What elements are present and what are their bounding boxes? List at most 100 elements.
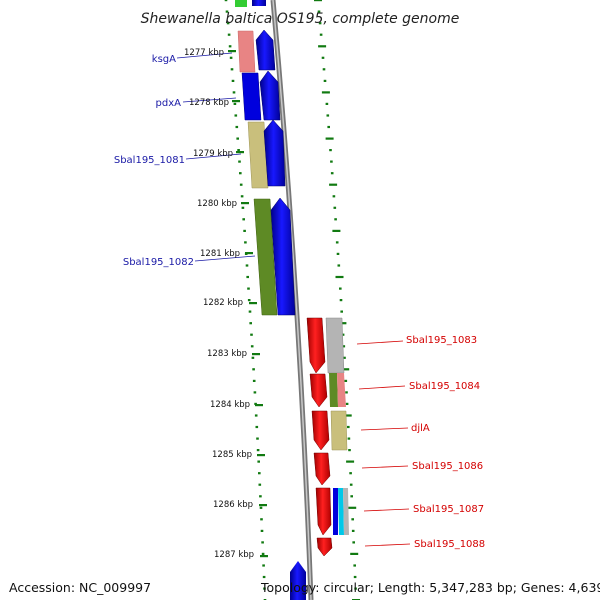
outer-ring-dot: [317, 10, 321, 13]
inner-ruler-dot: [257, 460, 260, 463]
outer-ring-dot: [345, 402, 349, 405]
outer-ring-dot: [343, 414, 352, 417]
gene-arrow-1081: [263, 119, 286, 187]
inner-ruler-dot: [249, 322, 252, 325]
outer-ring-dot: [354, 587, 357, 590]
cog-block-1087-blue: [333, 488, 338, 535]
outer-ring-dot: [318, 45, 327, 48]
outer-ring-dot: [319, 33, 323, 36]
leader-1082: [194, 255, 256, 262]
label-leaders: [176, 52, 411, 547]
cog-block-pdxA: [241, 72, 262, 121]
outer-ring-dot: [330, 160, 333, 163]
outer-ring-dot: [332, 229, 341, 232]
inner-ruler-dot: [239, 183, 243, 186]
inner-ruler-dot: [262, 575, 266, 579]
leader-djlA: [360, 427, 409, 431]
outer-ring-dot: [348, 449, 351, 452]
outer-ring-dot: [347, 425, 350, 429]
inner-ruler-dot: [228, 45, 232, 48]
outer-ring-dot: [347, 437, 351, 440]
outer-ring-dot: [341, 368, 350, 371]
inner-ruler-dot: [247, 287, 250, 290]
outer-ring-dot: [349, 472, 352, 475]
inner-ruler-dot: [238, 160, 241, 163]
ruler-major-tick: [228, 50, 236, 53]
outer-ring-dot: [349, 483, 353, 486]
outer-ring-dot: [334, 218, 337, 221]
outer-ring-dot: [351, 529, 355, 532]
outer-ring-dot: [321, 91, 330, 94]
gene-arrow-top: [252, 0, 266, 6]
cog-blocks-reverse: [325, 317, 349, 535]
inner-ruler-dot: [229, 56, 233, 59]
outer-ring-dot: [345, 391, 348, 394]
inner-ruler-dot: [254, 402, 257, 405]
tick-1278: 1278 kbp: [189, 98, 229, 108]
gene-label-1088[interactable]: Sbal195_1088: [414, 539, 485, 550]
inner-ruler-dot: [235, 125, 239, 129]
ruler-major-tick: [257, 454, 265, 457]
outer-ring-dot: [352, 541, 355, 544]
gene-arrow-pdxA: [259, 70, 281, 121]
inner-ruler-dot: [250, 345, 254, 348]
gene-label-ksgA[interactable]: ksgA: [152, 54, 176, 65]
outer-ring-dot: [348, 506, 357, 509]
gene-label-1086[interactable]: Sbal195_1086: [412, 461, 483, 472]
ruler-major-tick: [245, 252, 253, 255]
cog-block-1081: [247, 121, 269, 189]
outer-ring-dot: [329, 183, 338, 186]
inner-dotted-ruler: [224, 0, 268, 600]
gene-label-1081[interactable]: Sbal195_1081: [114, 155, 185, 166]
ruler-major-tick: [249, 302, 257, 305]
inner-ruler-dot: [248, 310, 252, 313]
outer-ring-dot: [330, 172, 334, 175]
cog-block-green: [235, 0, 247, 7]
outer-ring-dot: [342, 345, 346, 348]
outer-ring-dot: [339, 299, 343, 302]
outer-ring-dot: [332, 195, 336, 198]
reverse-genes: [306, 317, 333, 557]
gene-label-pdxA[interactable]: pdxA: [156, 98, 182, 109]
cog-block-1083: [325, 317, 345, 374]
outer-ring-dot: [335, 241, 339, 244]
ruler-major-tick: [259, 504, 267, 507]
outer-ring-dot: [351, 518, 354, 521]
map-title: Shewanella baltica OS195, complete genom…: [141, 11, 460, 27]
inner-ruler-dot: [256, 449, 260, 452]
gene-arrow-ksgA: [255, 29, 276, 71]
inner-ruler-dot: [241, 206, 245, 209]
inner-ruler-dot: [262, 564, 265, 567]
outer-ring-dot: [322, 68, 326, 71]
inner-ruler-dot: [254, 414, 258, 417]
gene-arrow-1088: [316, 537, 333, 557]
inner-ruler-dot: [244, 241, 247, 244]
gene-arrow-1084: [309, 373, 328, 408]
inner-ruler-dot: [252, 379, 256, 382]
tick-1286: 1286 kbp: [213, 500, 253, 510]
gene-label-1087[interactable]: Sbal195_1087: [413, 504, 484, 515]
inner-ruler-dot: [232, 91, 236, 94]
inner-ruler-dot: [237, 149, 240, 152]
gene-label-1084[interactable]: Sbal195_1084: [409, 381, 480, 392]
accession-text: Accession: NC_009997: [9, 580, 152, 595]
forward-gene-labels: ksgA pdxA Sbal195_1081 Sbal195_1082: [114, 54, 194, 268]
forward-genes: [252, 0, 306, 600]
inner-ruler-dot: [247, 299, 251, 302]
inner-ruler-dot: [230, 68, 234, 71]
outer-ring-dot: [336, 252, 340, 255]
tick-1282: 1282 kbp: [203, 298, 243, 308]
inner-ruler-dot: [258, 483, 262, 486]
ruler-major-tick: [241, 202, 249, 205]
ruler-major-tick: [236, 151, 244, 154]
cog-block-djlA: [330, 410, 348, 451]
gene-label-1083[interactable]: Sbal195_1083: [406, 335, 477, 346]
gene-label-1082[interactable]: Sbal195_1082: [123, 257, 194, 268]
outer-ring-dot: [343, 356, 346, 359]
outer-ring-dot: [327, 125, 330, 129]
outer-ring-dot: [340, 310, 343, 313]
gene-label-djlA[interactable]: djlA: [411, 423, 430, 434]
ruler-major-tick: [252, 353, 260, 356]
inner-ruler-dot: [258, 472, 261, 475]
inner-ruler-dot: [233, 102, 237, 105]
